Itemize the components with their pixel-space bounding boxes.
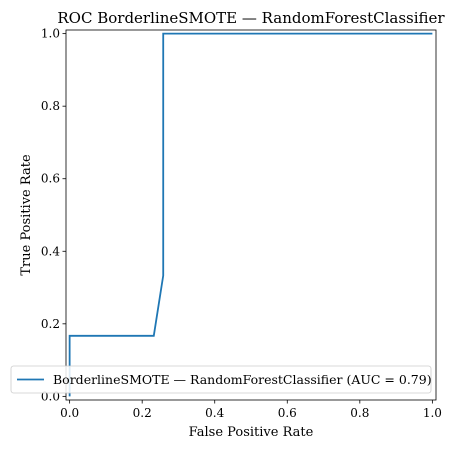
legend-label: BorderlineSMOTE — RandomForestClassifier…: [53, 372, 432, 387]
plot-frame: [65, 29, 437, 401]
x-tick-label: 0.8: [350, 406, 369, 420]
y-axis-ticks: 0.00.20.40.60.81.0: [41, 27, 66, 403]
x-tick-label: 1.0: [423, 406, 442, 420]
x-tick-label: 0.0: [60, 406, 79, 420]
y-tick-label: 0.2: [41, 317, 60, 331]
y-tick-label: 0.8: [41, 99, 60, 113]
plot-area: [65, 29, 437, 401]
x-tick-label: 0.2: [133, 406, 152, 420]
x-tick-label: 0.6: [278, 406, 297, 420]
legend-box: [10, 365, 432, 394]
legend: BorderlineSMOTE — RandomForestClassifier…: [10, 365, 432, 394]
x-axis-label: False Positive Rate: [189, 425, 314, 440]
y-tick-label: 1.0: [41, 27, 60, 41]
roc-curve-line: [68, 32, 433, 397]
x-axis-ticks: 0.0 0.2 0.4 0.6 0.8 1.0: [60, 400, 442, 420]
y-tick-label: 0.4: [41, 244, 60, 258]
x-tick-label: 0.4: [205, 406, 224, 420]
y-axis-label: True Positive Rate: [19, 154, 34, 276]
y-tick-label: 0.6: [41, 172, 60, 186]
chart-title: ROC BorderlineSMOTE — RandomForestClassi…: [57, 9, 445, 27]
